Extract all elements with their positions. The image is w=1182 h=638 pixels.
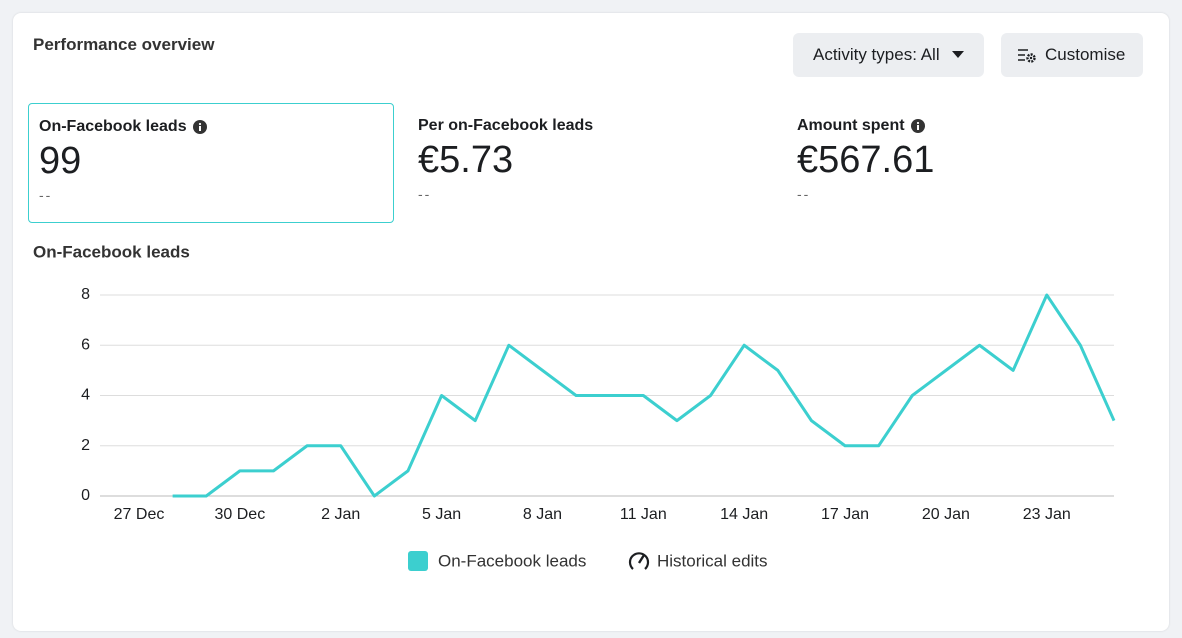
metric-card[interactable]: Per on-Facebook leads €5.73 -- <box>408 103 774 223</box>
y-tick-label: 8 <box>81 286 90 303</box>
x-tick-label: 23 Jan <box>1023 506 1071 523</box>
historical-needle <box>637 554 646 564</box>
y-tick-label: 0 <box>81 487 90 504</box>
card: Performance overview Activity types: All… <box>13 13 1169 631</box>
x-tick-label: 14 Jan <box>720 506 768 523</box>
x-tick-label: 30 Dec <box>215 506 266 523</box>
x-tick-label: 11 Jan <box>620 506 667 523</box>
metric-comparison: -- <box>39 187 53 203</box>
customise-button[interactable]: Customise <box>1001 33 1144 77</box>
legend-label: Historical edits <box>657 551 768 570</box>
metric-value: €5.73 <box>418 139 514 181</box>
dropdown-icon <box>951 51 964 58</box>
metric-label: Amount spent <box>797 117 905 134</box>
info-icon <box>910 119 925 133</box>
card-title: Performance overview <box>33 35 215 54</box>
metric-value: €567.61 <box>797 139 935 181</box>
metric-value: 99 <box>39 140 82 182</box>
historical-icon <box>628 552 650 570</box>
x-tick-label: 27 Dec <box>114 506 165 523</box>
filter-label: Activity types: All <box>813 45 940 64</box>
y-tick-label: 4 <box>81 387 90 404</box>
x-tick-label: 20 Jan <box>922 506 970 523</box>
legend-swatch <box>408 551 428 571</box>
y-tick-label: 6 <box>81 336 90 353</box>
activity-filter[interactable]: Activity types: All <box>793 33 984 77</box>
metric-label: On-Facebook leads <box>39 118 187 135</box>
x-tick-label: 2 Jan <box>321 506 360 523</box>
customise-icon <box>1018 49 1036 63</box>
x-tick-label: 17 Jan <box>821 506 869 523</box>
info-icon <box>192 120 207 134</box>
chart-title: On-Facebook leads <box>33 242 190 261</box>
metric-card[interactable]: On-Facebook leads 99 -- <box>28 103 394 223</box>
x-tick-label: 8 Jan <box>523 506 562 523</box>
legend-label: On-Facebook leads <box>438 551 586 570</box>
y-tick-label: 2 <box>81 437 90 454</box>
metric-card[interactable]: Amount spent €567.61 -- <box>787 103 1153 223</box>
metric-comparison: -- <box>418 186 432 202</box>
customise-label: Customise <box>1045 45 1126 64</box>
metric-comparison: -- <box>797 186 811 202</box>
x-tick-label: 5 Jan <box>422 506 461 523</box>
metric-label: Per on-Facebook leads <box>418 117 594 134</box>
data-line <box>172 293 1116 498</box>
